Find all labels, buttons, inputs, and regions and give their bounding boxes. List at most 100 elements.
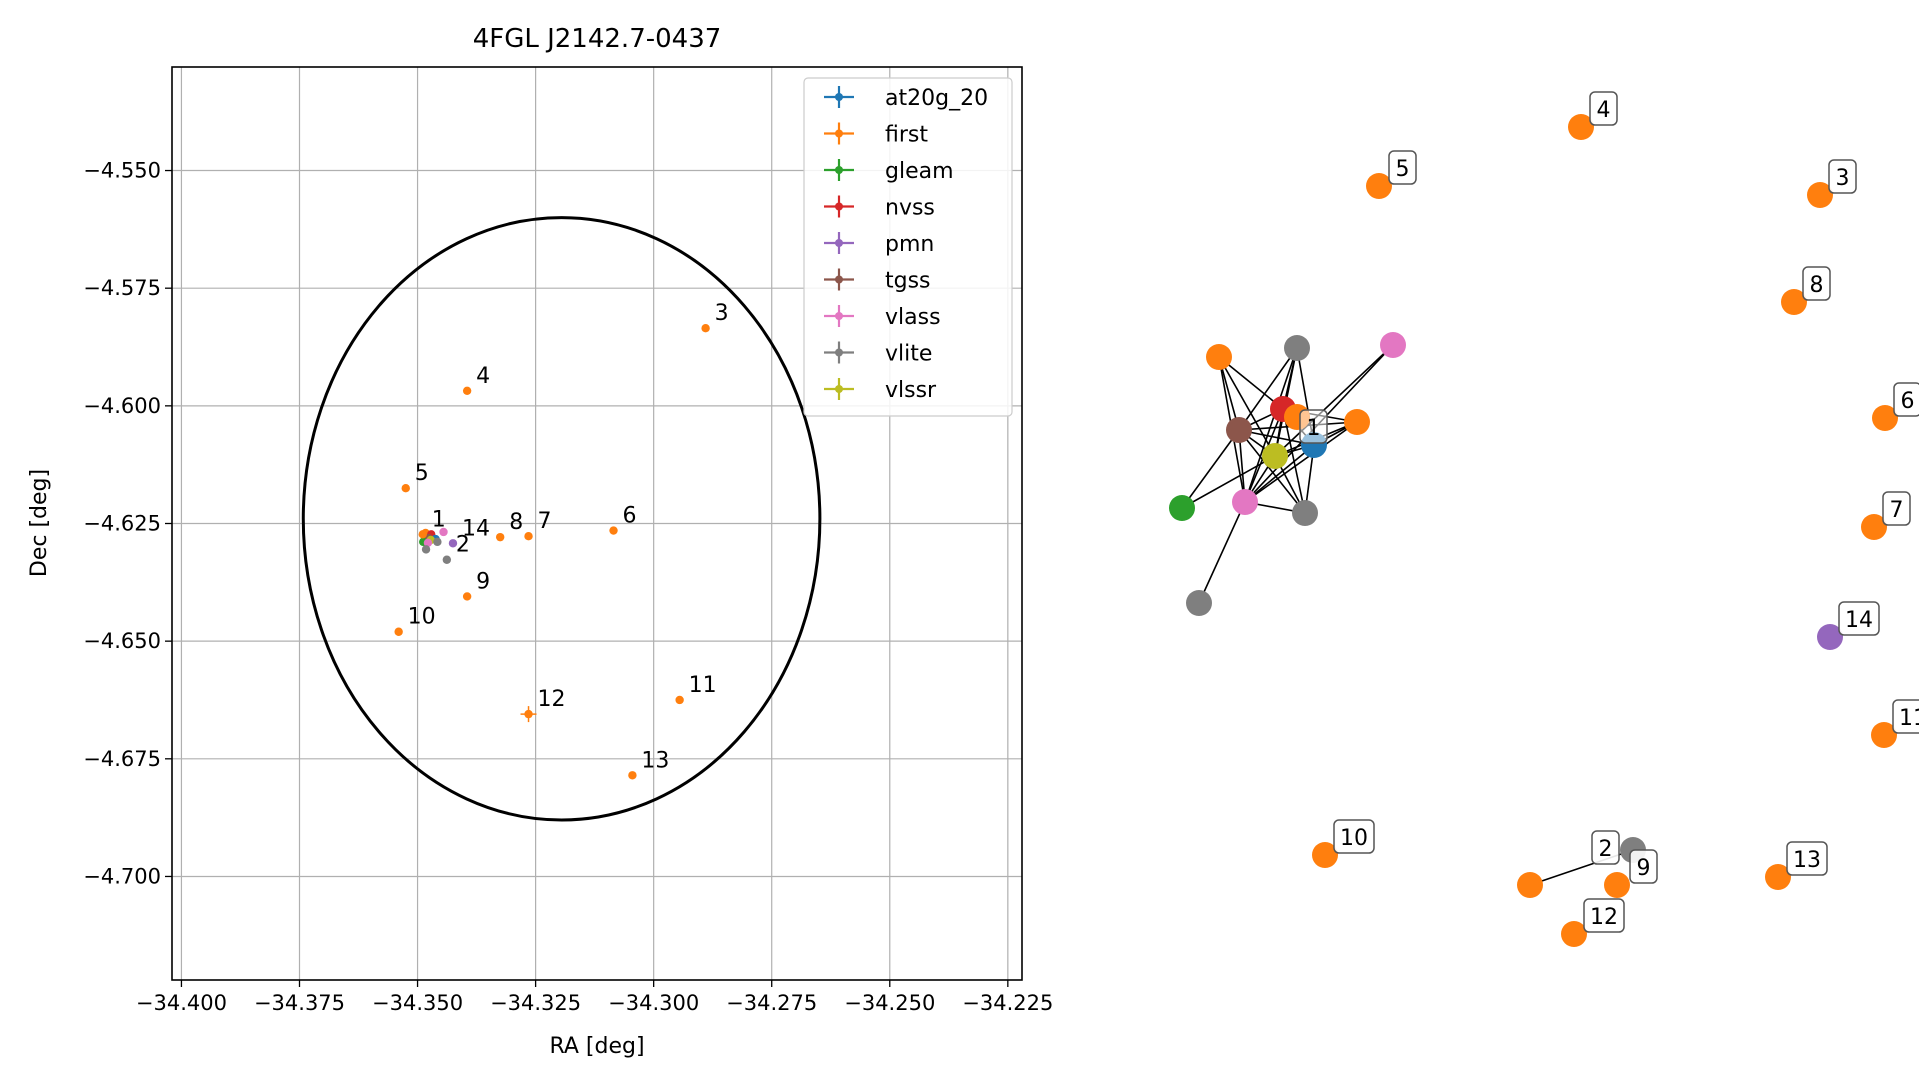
graph-node-vlass (1380, 332, 1406, 358)
network-graph: 1453867141110132912 (1169, 91, 1919, 947)
source-label: 3 (715, 301, 729, 326)
label-box (1583, 898, 1625, 933)
legend-label: tgss (885, 269, 931, 294)
source-point-first (394, 627, 403, 636)
x-tick-label: −34.375 (254, 991, 345, 1015)
label-text: 12 (1590, 905, 1618, 930)
graph-node-first (1861, 514, 1887, 540)
legend-label: vlite (885, 342, 932, 367)
legend-marker-dot (835, 275, 843, 284)
label-box (1629, 849, 1658, 884)
legend-marker-dot (835, 348, 843, 357)
graph-node-first (1568, 114, 1594, 140)
label-box (1786, 841, 1828, 876)
graph-node-tgss (1226, 417, 1252, 443)
graph-node-label-14: 14 (1838, 601, 1880, 636)
source-point-first (675, 695, 684, 705)
label-text: 9 (1637, 856, 1651, 881)
source-point-first (401, 484, 410, 493)
legend-entry-vlite: vlite (824, 341, 932, 367)
source-point-first (609, 526, 618, 535)
error-ellipse (301, 216, 822, 822)
x-tick-label: −34.350 (372, 991, 463, 1015)
graph-node-label-1: 1 (1299, 409, 1328, 444)
source-label: 14 (462, 516, 490, 541)
graph-node-label-11: 11 (1892, 699, 1919, 734)
label-box (1893, 382, 1919, 417)
label-box (1299, 409, 1328, 444)
source-label: 8 (509, 510, 523, 535)
x-axis-ticks: −34.400 −34.375 −34.350 −34.325 −34.300 −34.2… (136, 980, 1053, 1015)
legend-entry-tgss: tgss (824, 268, 931, 294)
graph-node-label-6: 6 (1893, 382, 1919, 417)
source-point-pmn (448, 539, 458, 548)
legend-label: vlass (885, 305, 941, 330)
source-label: 5 (415, 461, 429, 486)
legend-marker-dot (835, 385, 843, 393)
graph-node-pmn (1817, 624, 1843, 650)
legend-marker-dot (835, 312, 843, 320)
legend-entry-vlass: vlass (824, 305, 941, 330)
graph-node-first (1344, 409, 1370, 435)
graph-node-first (1366, 173, 1392, 199)
graph-edge (1218, 356, 1284, 410)
y-tick-label: −4.600 (83, 394, 161, 418)
chart-title: 4FGL J2142.7-0437 (473, 24, 722, 54)
x-tick-label: −34.250 (844, 991, 935, 1015)
source-label: 11 (689, 673, 717, 698)
source-point-first (628, 771, 637, 780)
graph-node-labels: 1453867141110132912 (1299, 91, 1919, 933)
source-point-first (701, 323, 710, 333)
legend-label: nvss (885, 196, 935, 221)
label-text: 13 (1793, 848, 1821, 873)
legend-label: first (885, 123, 928, 148)
label-text: 5 (1396, 157, 1410, 182)
legend-entry-first: first (824, 122, 928, 148)
graph-node-first (1517, 872, 1543, 898)
graph-node-label-10: 10 (1333, 819, 1375, 854)
y-axis-label: Dec [deg] (27, 469, 52, 577)
graph-node-label-13: 13 (1786, 841, 1828, 876)
source-label: 1 (432, 507, 446, 532)
x-tick-label: −34.325 (490, 991, 581, 1015)
graph-edge (1274, 344, 1394, 457)
graph-node-label-8: 8 (1802, 266, 1831, 301)
graph-node-first (1871, 722, 1897, 748)
source-markers (394, 323, 710, 780)
legend-entry-pmn: pmn (824, 232, 934, 257)
label-text: 7 (1890, 498, 1904, 523)
label-text: 1 (1307, 416, 1321, 441)
graph-node-label-4: 4 (1589, 91, 1618, 126)
label-text: 3 (1836, 166, 1850, 191)
source-point-first (462, 592, 472, 601)
graph-node-first (1781, 289, 1807, 315)
graph-node-first (1561, 921, 1587, 947)
y-tick-label: −4.650 (83, 629, 161, 653)
graph-edge (1198, 501, 1246, 604)
source-label: 2 (456, 533, 470, 558)
source-label: 7 (538, 509, 552, 534)
graph-node-label-7: 7 (1882, 491, 1911, 526)
legend-marker-dot (835, 93, 843, 101)
legend-label: vlssr (885, 378, 937, 403)
label-text: 11 (1899, 706, 1919, 731)
legend-entry-vlssr: vlssr (824, 378, 937, 403)
graph-node-vlite (1292, 500, 1318, 526)
label-box (1892, 699, 1919, 734)
legend-entry-nvss: nvss (824, 195, 935, 221)
label-text: 8 (1810, 273, 1824, 298)
legend-marker-dot (835, 202, 843, 211)
legend-label: pmn (885, 232, 934, 257)
source-point-vlass (439, 527, 448, 537)
source-label: 6 (623, 504, 637, 529)
source-label: 9 (476, 569, 490, 594)
graph-node-label-2: 2 (1591, 830, 1620, 865)
source-label: 13 (641, 748, 669, 773)
y-tick-label: −4.550 (83, 159, 161, 183)
source-label: 4 (476, 364, 490, 389)
label-text: 6 (1901, 389, 1915, 414)
label-box (1882, 491, 1911, 526)
